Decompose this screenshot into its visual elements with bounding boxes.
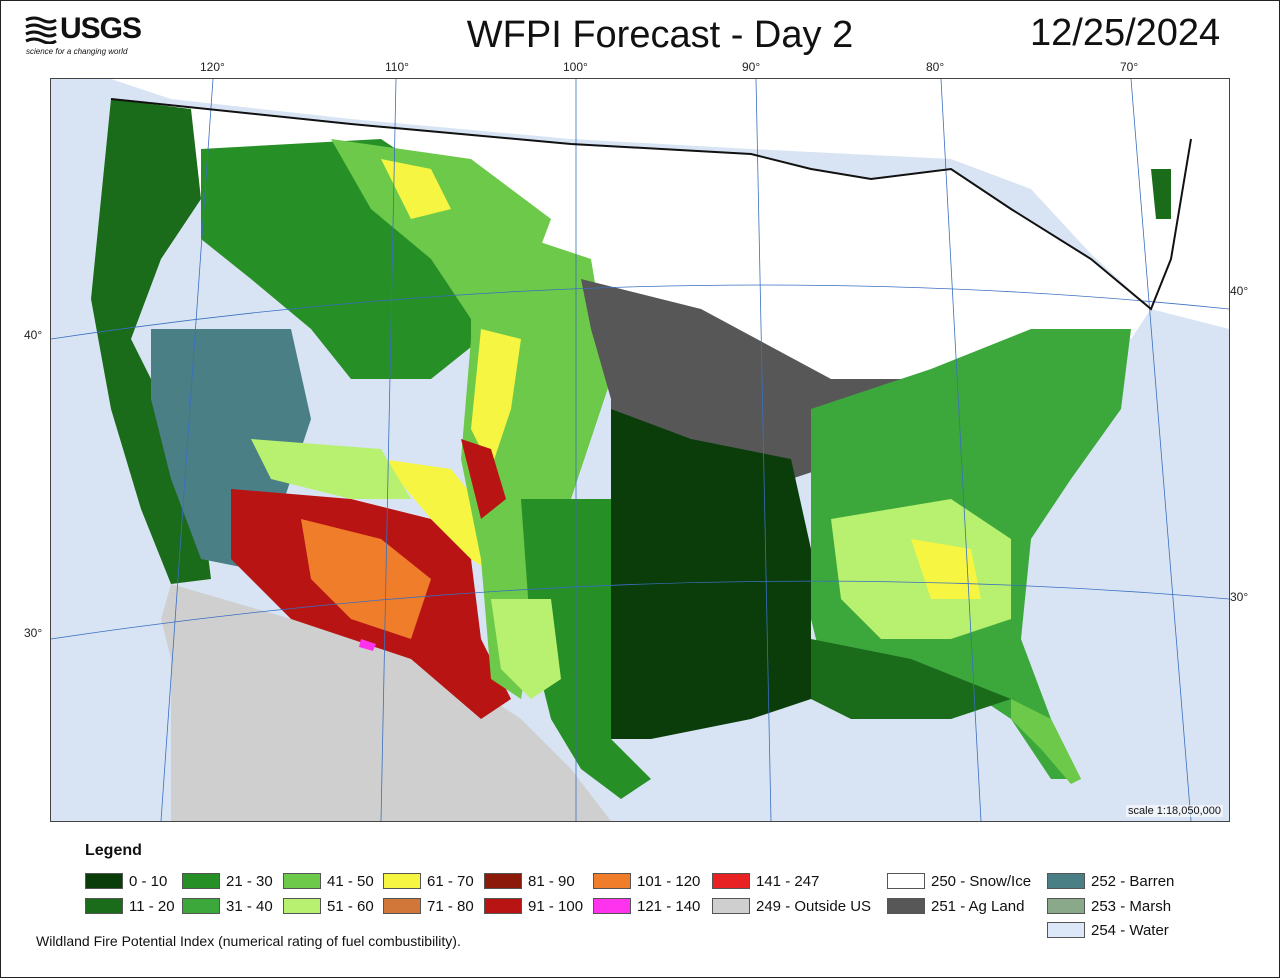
legend-item: 11 - 20 — [85, 897, 175, 915]
legend-swatch — [85, 898, 123, 914]
legend-title: Legend — [85, 842, 142, 859]
legend-swatch — [484, 873, 522, 889]
legend-item: 249 - Outside US — [712, 897, 871, 915]
southeast-yellow — [911, 539, 981, 599]
legend-item: 253 - Marsh — [1047, 897, 1171, 915]
legend-swatch — [1047, 873, 1085, 889]
us-border — [110, 98, 1192, 311]
legend-item: 101 - 120 — [593, 872, 700, 890]
legend-swatch — [887, 873, 925, 889]
legend-swatch — [283, 873, 321, 889]
central-dark-green — [591, 409, 811, 739]
usgs-wave-icon — [25, 16, 57, 44]
legend-swatch — [1047, 922, 1085, 938]
southwest-lightgreen — [251, 439, 411, 499]
logo-tagline: science for a changing world — [26, 47, 128, 56]
logo-text: USGS — [60, 12, 142, 45]
page-title: WFPI Forecast - Day 2 — [466, 14, 854, 56]
wfpi-map[interactable]: scale 1:18,050,000 — [50, 78, 1230, 822]
legend-item: 91 - 100 — [484, 897, 583, 915]
legend-swatch — [182, 898, 220, 914]
legend-item: 141 - 247 — [712, 872, 819, 890]
texas-lightgreen — [491, 599, 561, 699]
latitude-label: 40° — [1230, 284, 1249, 298]
longitude-label: 70° — [1120, 60, 1139, 74]
legend-swatch — [283, 898, 321, 914]
legend-item: 51 - 60 — [283, 897, 374, 915]
baja-peninsula — [161, 584, 291, 821]
legend-item: 41 - 50 — [283, 872, 374, 890]
rockies-yellow-patches — [381, 159, 451, 219]
latitude-label: 40° — [24, 328, 43, 342]
gulf-coast-dark — [811, 639, 1011, 719]
maine-forest — [1151, 169, 1171, 219]
legend-swatch — [887, 898, 925, 914]
canada-region — [111, 79, 1229, 329]
legend-swatch — [383, 873, 421, 889]
forecast-date: 12/25/2024 — [1030, 12, 1221, 54]
legend-item: 254 - Water — [1047, 921, 1169, 939]
southwest-magenta — [359, 639, 376, 651]
map-canvas — [51, 79, 1229, 821]
legend-item: 31 - 40 — [182, 897, 273, 915]
graticule — [51, 79, 1229, 821]
plains-red-edge — [461, 439, 506, 519]
usgs-logo: USGS science for a changing world — [24, 12, 164, 62]
legend-swatch — [593, 873, 631, 889]
legend-swatch — [85, 873, 123, 889]
longitude-label: 120° — [200, 60, 225, 74]
legend-swatch — [1047, 898, 1085, 914]
longitude-label: 100° — [563, 60, 588, 74]
longitude-label: 110° — [385, 60, 409, 74]
legend-swatch — [182, 873, 220, 889]
legend-item: 81 - 90 — [484, 872, 575, 890]
southwest-orange — [301, 519, 431, 639]
legend-swatch — [484, 898, 522, 914]
longitude-label: 80° — [926, 60, 945, 74]
latitude-label: 30° — [24, 626, 43, 640]
legend-item: 0 - 10 — [85, 872, 167, 890]
southwest-yellow-band — [381, 459, 501, 579]
map-scale: scale 1:18,050,000 — [1126, 805, 1223, 817]
legend-swatch — [712, 898, 750, 914]
plains-yellow — [471, 329, 521, 469]
legend-item: 250 - Snow/Ice — [887, 872, 1031, 890]
legend-swatch — [712, 873, 750, 889]
caption: Wildland Fire Potential Index (numerical… — [36, 933, 461, 949]
legend-item: 21 - 30 — [182, 872, 273, 890]
latitude-label: 30° — [1230, 590, 1249, 604]
legend-item: 121 - 140 — [593, 897, 700, 915]
mexico-outside-us — [171, 584, 611, 821]
legend-swatch — [593, 898, 631, 914]
florida — [1011, 699, 1081, 784]
legend-item: 61 - 70 — [383, 872, 474, 890]
legend-swatch — [383, 898, 421, 914]
legend-item: 251 - Ag Land — [887, 897, 1024, 915]
texas-green — [521, 499, 651, 799]
legend-item: 252 - Barren — [1047, 872, 1174, 890]
legend-item: 71 - 80 — [383, 897, 474, 915]
longitude-label: 90° — [742, 60, 761, 74]
